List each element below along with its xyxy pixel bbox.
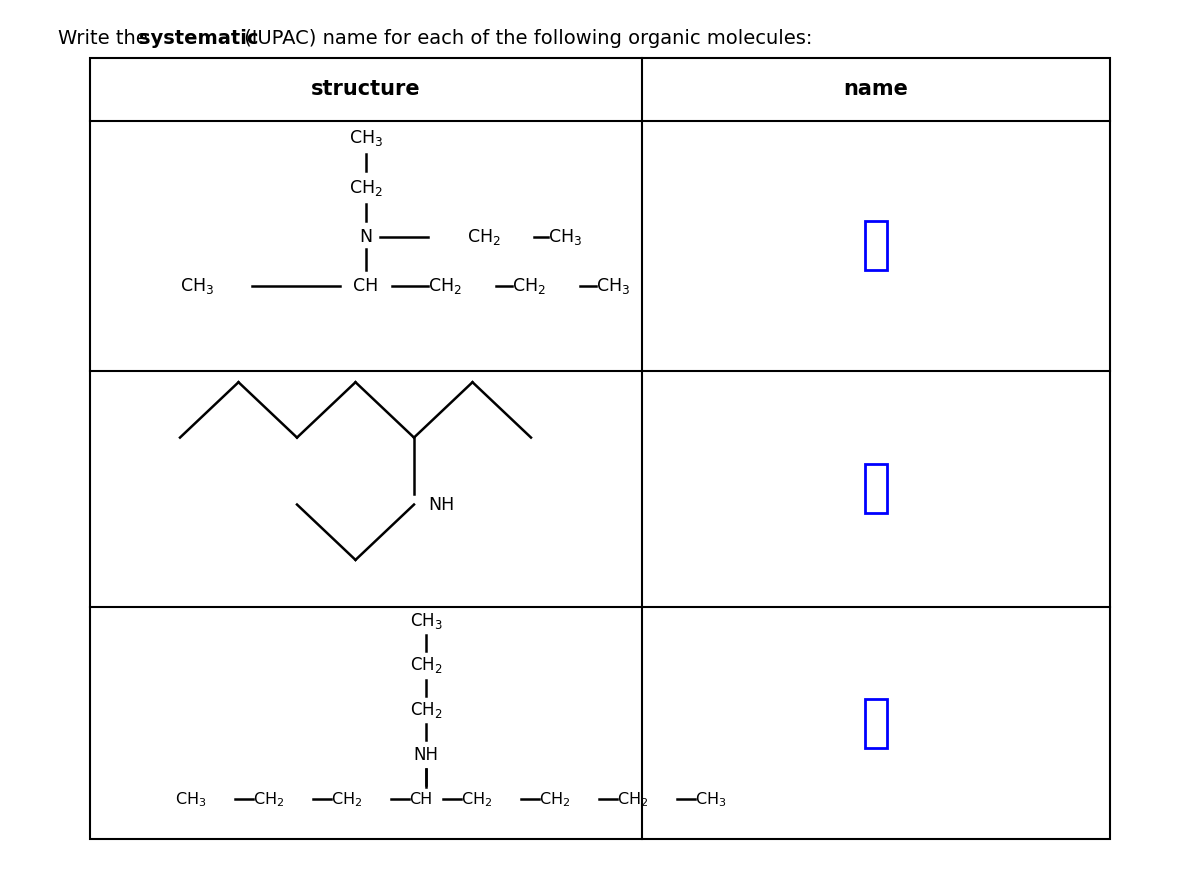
Text: CH$_2$: CH$_2$: [253, 790, 284, 808]
Text: structure: structure: [311, 79, 421, 99]
Text: CH$_3$: CH$_3$: [409, 611, 443, 630]
Text: name: name: [844, 79, 908, 99]
Text: CH: CH: [353, 277, 379, 295]
Bar: [865, 698, 887, 748]
Text: NH: NH: [428, 496, 455, 513]
Text: CH$_2$: CH$_2$: [467, 227, 500, 246]
Text: Write the: Write the: [58, 29, 154, 47]
Text: CH$_3$: CH$_3$: [349, 129, 383, 148]
Text: CH$_2$: CH$_2$: [512, 276, 546, 296]
Text: CH: CH: [409, 792, 432, 806]
Bar: [865, 464, 887, 513]
Text: NH: NH: [414, 746, 438, 764]
Text: CH$_2$: CH$_2$: [349, 178, 383, 197]
Text: CH$_3$: CH$_3$: [175, 790, 206, 808]
Text: CH$_3$: CH$_3$: [596, 276, 630, 296]
Text: N: N: [360, 228, 372, 246]
Text: systematic: systematic: [139, 29, 259, 47]
Text: CH$_3$: CH$_3$: [180, 276, 214, 296]
Text: CH$_2$: CH$_2$: [409, 655, 443, 675]
Text: CH$_2$: CH$_2$: [539, 790, 570, 808]
Text: CH$_2$: CH$_2$: [409, 700, 443, 720]
Text: CH$_2$: CH$_2$: [331, 790, 362, 808]
Bar: [865, 221, 887, 270]
Text: CH$_2$: CH$_2$: [617, 790, 648, 808]
Bar: [90, 58, 1110, 839]
Text: CH$_2$: CH$_2$: [461, 790, 492, 808]
Text: CH$_2$: CH$_2$: [428, 276, 462, 296]
Text: (IUPAC) name for each of the following organic molecules:: (IUPAC) name for each of the following o…: [238, 29, 812, 47]
Text: CH$_3$: CH$_3$: [548, 227, 582, 246]
Text: CH$_3$: CH$_3$: [695, 790, 726, 808]
